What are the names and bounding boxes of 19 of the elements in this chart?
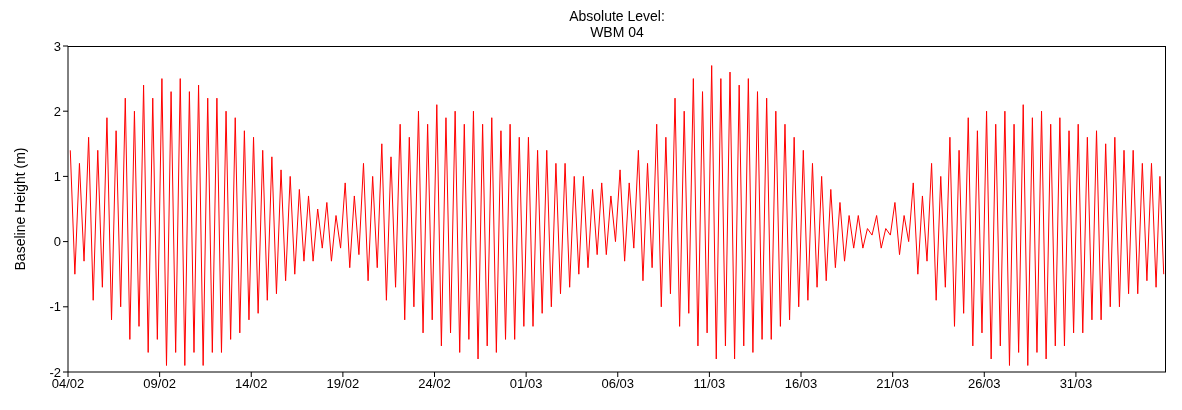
x-tick-label: 14/02 (234, 376, 268, 392)
x-tick-label: 24/02 (418, 376, 451, 392)
x-tick-label: 09/02 (143, 376, 176, 392)
y-axis-title: Baseline Height (m) (11, 147, 28, 271)
y-tick-label: 3 (53, 38, 61, 54)
y-tick-label: -1 (49, 299, 61, 315)
y-tick-label: 0 (53, 234, 61, 250)
x-tick-label: 01/03 (509, 376, 543, 392)
x-tick-label: 21/03 (876, 376, 909, 392)
x-tick-label: 31/03 (1059, 376, 1093, 392)
y-tick-label: 1 (53, 169, 61, 185)
x-tick-label: 16/03 (784, 376, 818, 392)
x-tick-label: 06/03 (601, 376, 635, 392)
x-tick-label: 19/02 (326, 376, 360, 392)
chart-title: Absolute Level: (568, 8, 666, 24)
x-tick-label: 11/03 (693, 376, 726, 392)
y-tick-label: 2 (53, 103, 61, 119)
x-tick-label: 26/03 (968, 376, 1001, 392)
chart-subtitle: WBM 04 (589, 24, 645, 40)
